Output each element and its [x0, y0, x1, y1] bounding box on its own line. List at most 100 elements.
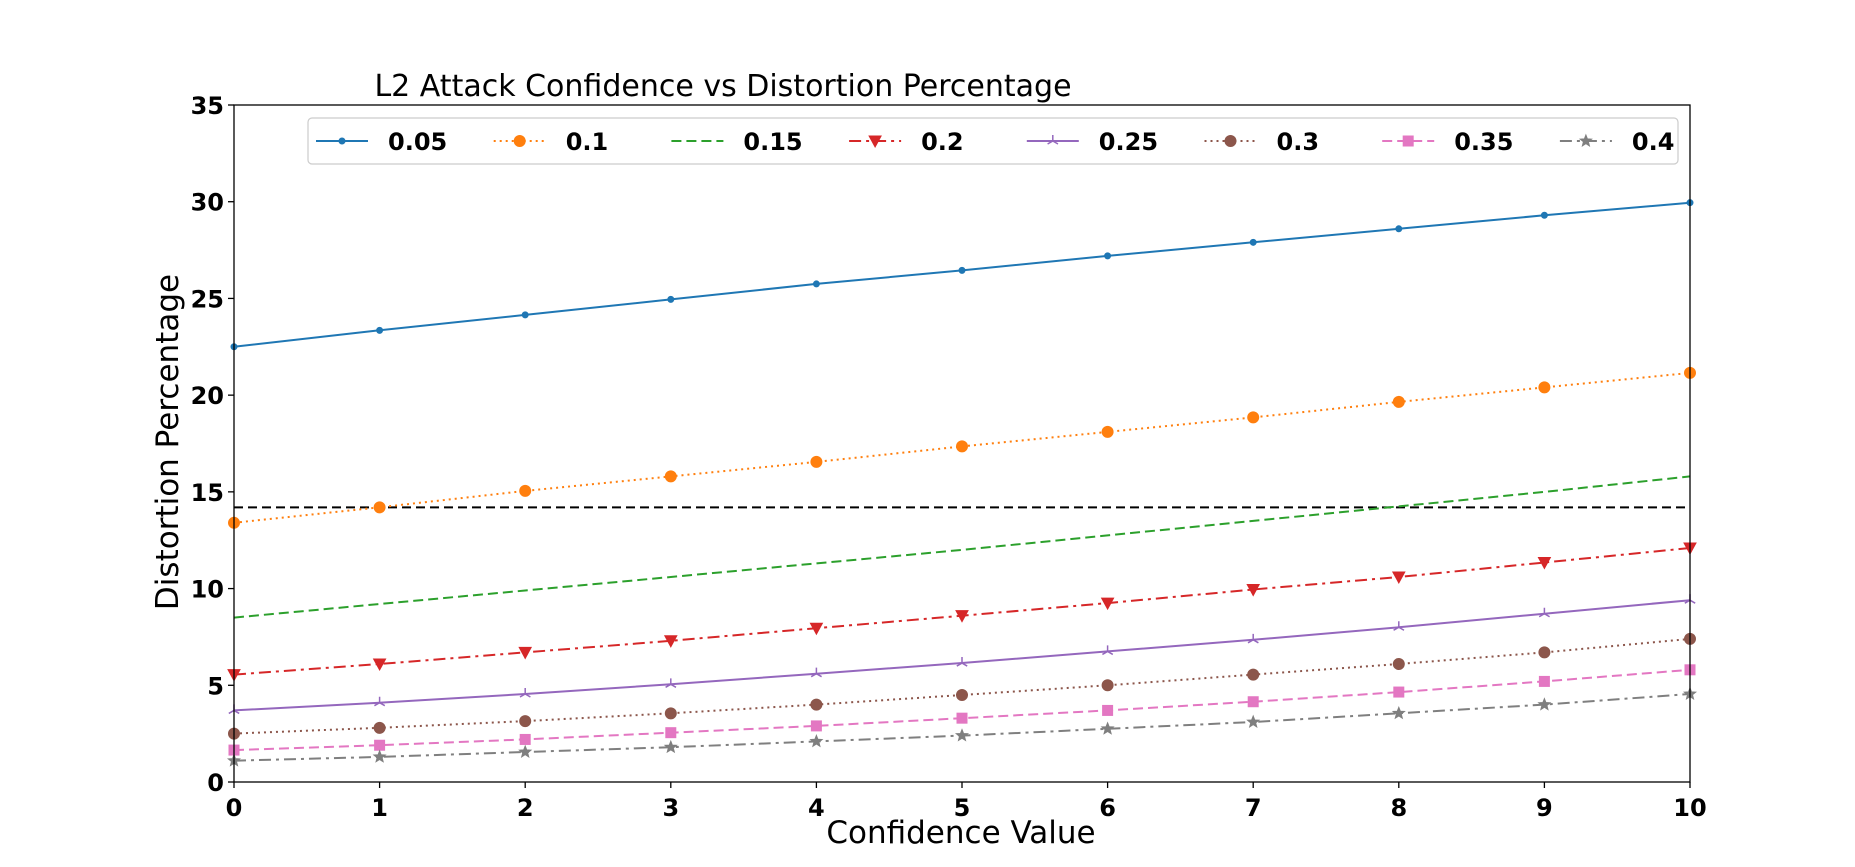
- data-point-0.35-7: [1247, 696, 1259, 708]
- legend-marker: [1224, 135, 1237, 147]
- data-point-0.35-3: [665, 727, 677, 739]
- y-tick-label: 25: [191, 285, 224, 313]
- data-point-0.35-9: [1538, 675, 1550, 687]
- data-point-0.35-6: [1102, 704, 1114, 716]
- data-point-0.2-5: [955, 610, 969, 623]
- legend-marker: [1578, 133, 1593, 147]
- series-0.25: [228, 594, 1696, 715]
- data-point-0.2-6: [1100, 597, 1115, 611]
- data-point-0.4-8: [1391, 705, 1406, 720]
- series-group: [226, 199, 1698, 767]
- legend-item-0.2: 0.2: [849, 128, 964, 156]
- data-point-0.4-6: [1100, 721, 1115, 735]
- data-point-0.3-7: [1247, 668, 1260, 681]
- x-tick-label: 1: [371, 794, 388, 822]
- legend-label: 0.3: [1277, 128, 1320, 156]
- series-0.15: [233, 475, 1691, 619]
- series-0.2: [227, 542, 1697, 682]
- axes: 0 1 2 3 4 5 6 7 8 9 10 0 5 10 15 20 25 30 35: [191, 92, 1707, 822]
- series-0.35: [228, 664, 1696, 756]
- legend: 0.05 0.1 0.15 0.2 0.25 0.3 0.35 0.4: [307, 117, 1679, 165]
- data-point-0.25-7: [1247, 633, 1259, 644]
- data-point-0.3-9: [1538, 646, 1551, 659]
- data-point-0.1-6: [1101, 425, 1114, 438]
- data-point-0.1-1: [373, 501, 386, 514]
- data-point-0.25-8: [1393, 621, 1405, 631]
- data-point-0.1-2: [519, 484, 532, 497]
- data-point-0.25-1: [374, 696, 386, 707]
- data-point-0.35-1: [374, 739, 386, 751]
- data-point-0.1-5: [956, 440, 968, 453]
- data-point-0.25-3: [665, 678, 677, 688]
- legend-label: 0.4: [1632, 128, 1675, 156]
- legend-item-0.3: 0.3: [1204, 128, 1320, 156]
- data-point-0.4-9: [1537, 697, 1552, 711]
- data-point-0.3-5: [956, 688, 968, 701]
- data-point-0.05-5: [958, 266, 966, 274]
- data-point-0.25-6: [1102, 645, 1114, 656]
- x-tick-label: 3: [662, 794, 679, 822]
- data-point-0.3-2: [519, 715, 532, 728]
- x-axis-label: Confidence Value: [826, 815, 1095, 851]
- data-point-0.4-7: [1246, 714, 1261, 728]
- x-tick-label: 7: [1245, 794, 1262, 822]
- chart-title: L2 Attack Confidence vs Distortion Perce…: [374, 69, 1071, 104]
- y-axis-label: Distortion Percentage: [150, 274, 186, 610]
- data-point-0.05-1: [376, 326, 384, 334]
- data-point-0.05-6: [1104, 252, 1112, 260]
- legend-label: 0.35: [1454, 128, 1513, 156]
- data-point-0.35-2: [519, 733, 531, 745]
- data-point-0.2-4: [809, 622, 824, 636]
- series-0.1: [228, 366, 1696, 529]
- data-point-0.4-5: [954, 728, 970, 742]
- data-point-0.05-2: [521, 311, 529, 319]
- legend-item-0.35: 0.35: [1382, 128, 1513, 156]
- data-point-0.25-9: [1538, 607, 1550, 618]
- x-tick-label: 4: [808, 794, 825, 822]
- x-tick-label: 5: [954, 794, 971, 822]
- data-point-0.05-8: [1395, 225, 1403, 233]
- series-line-0.15: [233, 475, 1691, 619]
- legend-label: 0.2: [921, 128, 964, 156]
- series-0.3: [228, 632, 1696, 740]
- x-tick-label: 8: [1390, 794, 1407, 822]
- data-point-0.1-3: [664, 470, 677, 483]
- data-point-0.05-4: [812, 280, 820, 288]
- data-point-0.05-3: [667, 295, 675, 303]
- data-point-0.35-8: [1393, 686, 1405, 698]
- y-tick-label: 35: [191, 92, 224, 120]
- data-point-0.4-3: [663, 739, 678, 754]
- y-tick-label: 0: [207, 769, 224, 797]
- series-0.05: [230, 199, 1694, 351]
- data-point-0.4-1: [372, 749, 387, 763]
- legend-item-0.25: 0.25: [1026, 128, 1158, 156]
- data-point-0.2-9: [1537, 556, 1552, 570]
- data-point-0.1-9: [1538, 381, 1551, 394]
- y-tick-label: 10: [191, 576, 224, 604]
- data-point-0.2-1: [372, 658, 387, 672]
- data-point-0.2-8: [1391, 571, 1406, 585]
- x-tick-label: 6: [1099, 794, 1116, 822]
- x-tick-label: 9: [1536, 794, 1553, 822]
- legend-label: 0.05: [388, 128, 447, 156]
- legend-marker: [338, 137, 346, 145]
- data-point-0.2-7: [1246, 584, 1261, 597]
- data-point-0.3-8: [1392, 658, 1405, 671]
- legend-marker: [1402, 135, 1414, 147]
- legend-item-0.15: 0.15: [671, 128, 803, 156]
- x-tick-label: 0: [226, 794, 243, 822]
- legend-marker: [868, 135, 882, 149]
- data-point-0.1-8: [1392, 395, 1405, 408]
- legend-item-0.1: 0.1: [493, 128, 609, 156]
- legend-label: 0.15: [743, 128, 802, 156]
- legend-marker: [1047, 135, 1059, 145]
- data-point-0.35-5: [956, 712, 968, 724]
- y-tick-label: 15: [191, 479, 224, 507]
- legend-label: 0.1: [566, 128, 609, 156]
- data-point-0.1-7: [1247, 411, 1260, 424]
- data-point-0.25-2: [519, 687, 531, 698]
- data-point-0.3-1: [373, 721, 386, 734]
- legend-marker: [513, 135, 526, 147]
- data-point-0.1-4: [810, 455, 823, 468]
